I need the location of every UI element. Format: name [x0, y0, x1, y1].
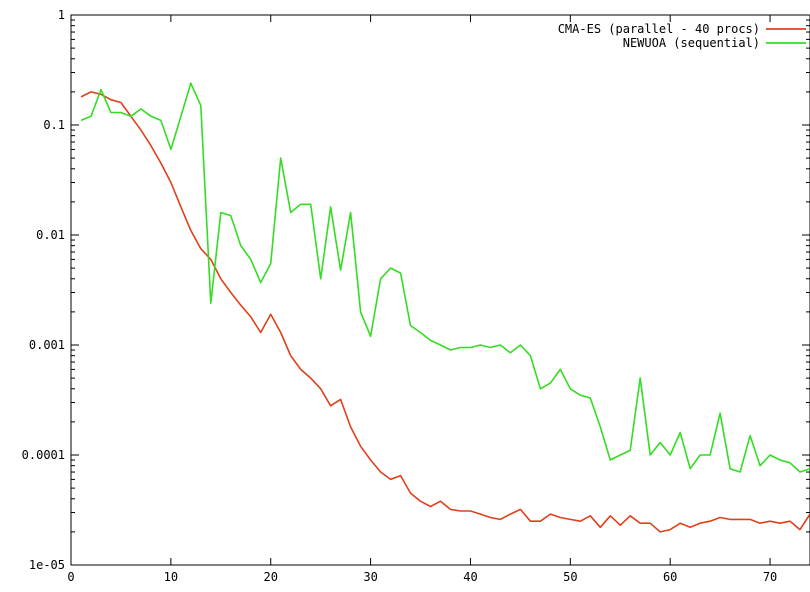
x-tick-label: 20 — [264, 570, 278, 584]
series-line-cma-es-parallel-40-procs — [80, 91, 810, 533]
x-tick-label: 50 — [563, 570, 577, 584]
y-tick-label: 0.1 — [43, 118, 65, 132]
y-tick-label: 1 — [58, 8, 65, 22]
y-tick-label: 0.01 — [36, 228, 65, 242]
x-tick-label: 40 — [463, 570, 477, 584]
legend-label: CMA-ES (parallel - 40 procs) — [558, 22, 760, 36]
x-axis: 0 10 20 30 40 50 60 70 — [67, 15, 777, 584]
series-layer — [80, 82, 810, 533]
legend-label: NEWUOA (sequential) — [623, 36, 760, 50]
y-tick-label: 1e-05 — [29, 558, 65, 572]
x-tick-label: 0 — [67, 570, 74, 584]
x-tick-label: 70 — [763, 570, 777, 584]
y-axis: 1e-05 0.0001 0.001 0.01 0.1 1 — [22, 8, 810, 572]
legend: CMA-ES (parallel - 40 procs)NEWUOA (sequ… — [558, 22, 806, 50]
y-tick-label: 0.0001 — [22, 448, 65, 462]
series-line-newuoa-sequential — [80, 82, 810, 473]
plot-frame — [70, 14, 810, 566]
y-tick-label: 0.001 — [29, 338, 65, 352]
x-tick-label: 30 — [363, 570, 377, 584]
x-tick-label: 10 — [164, 570, 178, 584]
x-tick-label: 60 — [663, 570, 677, 584]
